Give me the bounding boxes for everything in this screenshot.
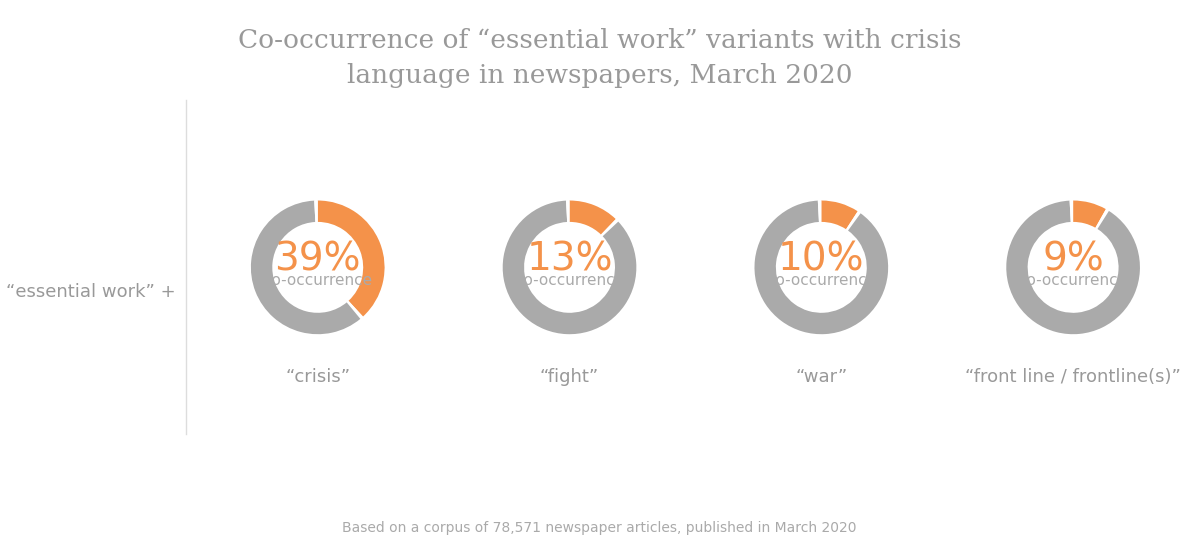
Wedge shape: [314, 201, 318, 222]
Wedge shape: [1073, 201, 1105, 228]
Wedge shape: [1006, 201, 1140, 334]
Text: co-occurrence: co-occurrence: [514, 273, 625, 288]
Wedge shape: [754, 201, 888, 334]
Text: “front line / frontline(s)”: “front line / frontline(s)”: [965, 368, 1181, 385]
Wedge shape: [570, 201, 616, 234]
Text: 10%: 10%: [778, 240, 864, 278]
Text: 9%: 9%: [1042, 240, 1104, 278]
Wedge shape: [818, 201, 821, 222]
Text: “crisis”: “crisis”: [285, 368, 350, 385]
Wedge shape: [318, 201, 385, 316]
Wedge shape: [1096, 209, 1109, 229]
Wedge shape: [821, 201, 857, 229]
Wedge shape: [251, 201, 361, 334]
Text: co-occurrence: co-occurrence: [766, 273, 876, 288]
Text: Based on a corpus of 78,571 newspaper articles, published in March 2020: Based on a corpus of 78,571 newspaper ar…: [342, 521, 857, 535]
Text: 39%: 39%: [275, 240, 361, 278]
Wedge shape: [347, 301, 363, 319]
Wedge shape: [1070, 201, 1073, 222]
Wedge shape: [846, 211, 861, 231]
Text: “fight”: “fight”: [540, 368, 600, 385]
Text: co-occurrence: co-occurrence: [1018, 273, 1128, 288]
Wedge shape: [566, 201, 570, 222]
Text: “essential work” +: “essential work” +: [6, 284, 175, 301]
Wedge shape: [601, 219, 619, 236]
Text: Co-occurrence of “essential work” variants with crisis
language in newspapers, M: Co-occurrence of “essential work” varian…: [237, 28, 962, 88]
Text: “war”: “war”: [795, 368, 848, 385]
Text: co-occurrence: co-occurrence: [263, 273, 373, 288]
Wedge shape: [502, 201, 637, 334]
Text: 13%: 13%: [526, 240, 613, 278]
